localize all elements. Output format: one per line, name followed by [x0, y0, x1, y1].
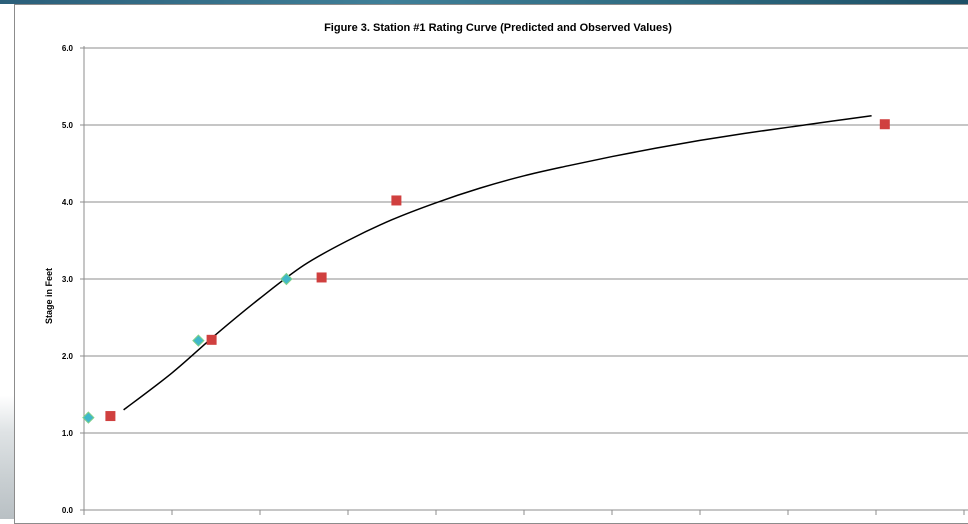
observed-point-square — [206, 334, 217, 345]
axes: 0.0 1.0 2.0 3.0 4.0 5.0 6.0 — [62, 44, 968, 515]
y-axis-title: Stage in Feet — [44, 268, 54, 324]
y-tick-label: 6.0 — [62, 44, 74, 53]
observed-point-square — [391, 195, 402, 206]
observed-point-square — [316, 272, 327, 283]
y-tick-label: 2.0 — [62, 352, 74, 361]
background-left-edge — [0, 4, 14, 519]
y-tick-label: 3.0 — [62, 275, 74, 284]
predicted-point-diamond — [192, 334, 205, 347]
observed-point-square — [105, 411, 116, 422]
y-tick-label: 5.0 — [62, 121, 74, 130]
top-border-strip — [0, 0, 968, 4]
y-tick-label: 1.0 — [62, 429, 74, 438]
predicted-point-diamond — [280, 272, 293, 286]
y-tick-label: 0.0 — [62, 506, 74, 515]
observed-point-square — [879, 119, 890, 130]
chart-frame — [14, 4, 968, 524]
rating-curve-path — [123, 115, 872, 411]
data-markers — [82, 119, 890, 424]
predicted-point-diamond — [82, 411, 95, 424]
chart-title: Figure 3. Station #1 Rating Curve (Predi… — [324, 22, 672, 34]
rating-curve-line — [123, 115, 872, 411]
y-tick-label: 4.0 — [62, 198, 74, 207]
gridlines — [84, 47, 968, 434]
